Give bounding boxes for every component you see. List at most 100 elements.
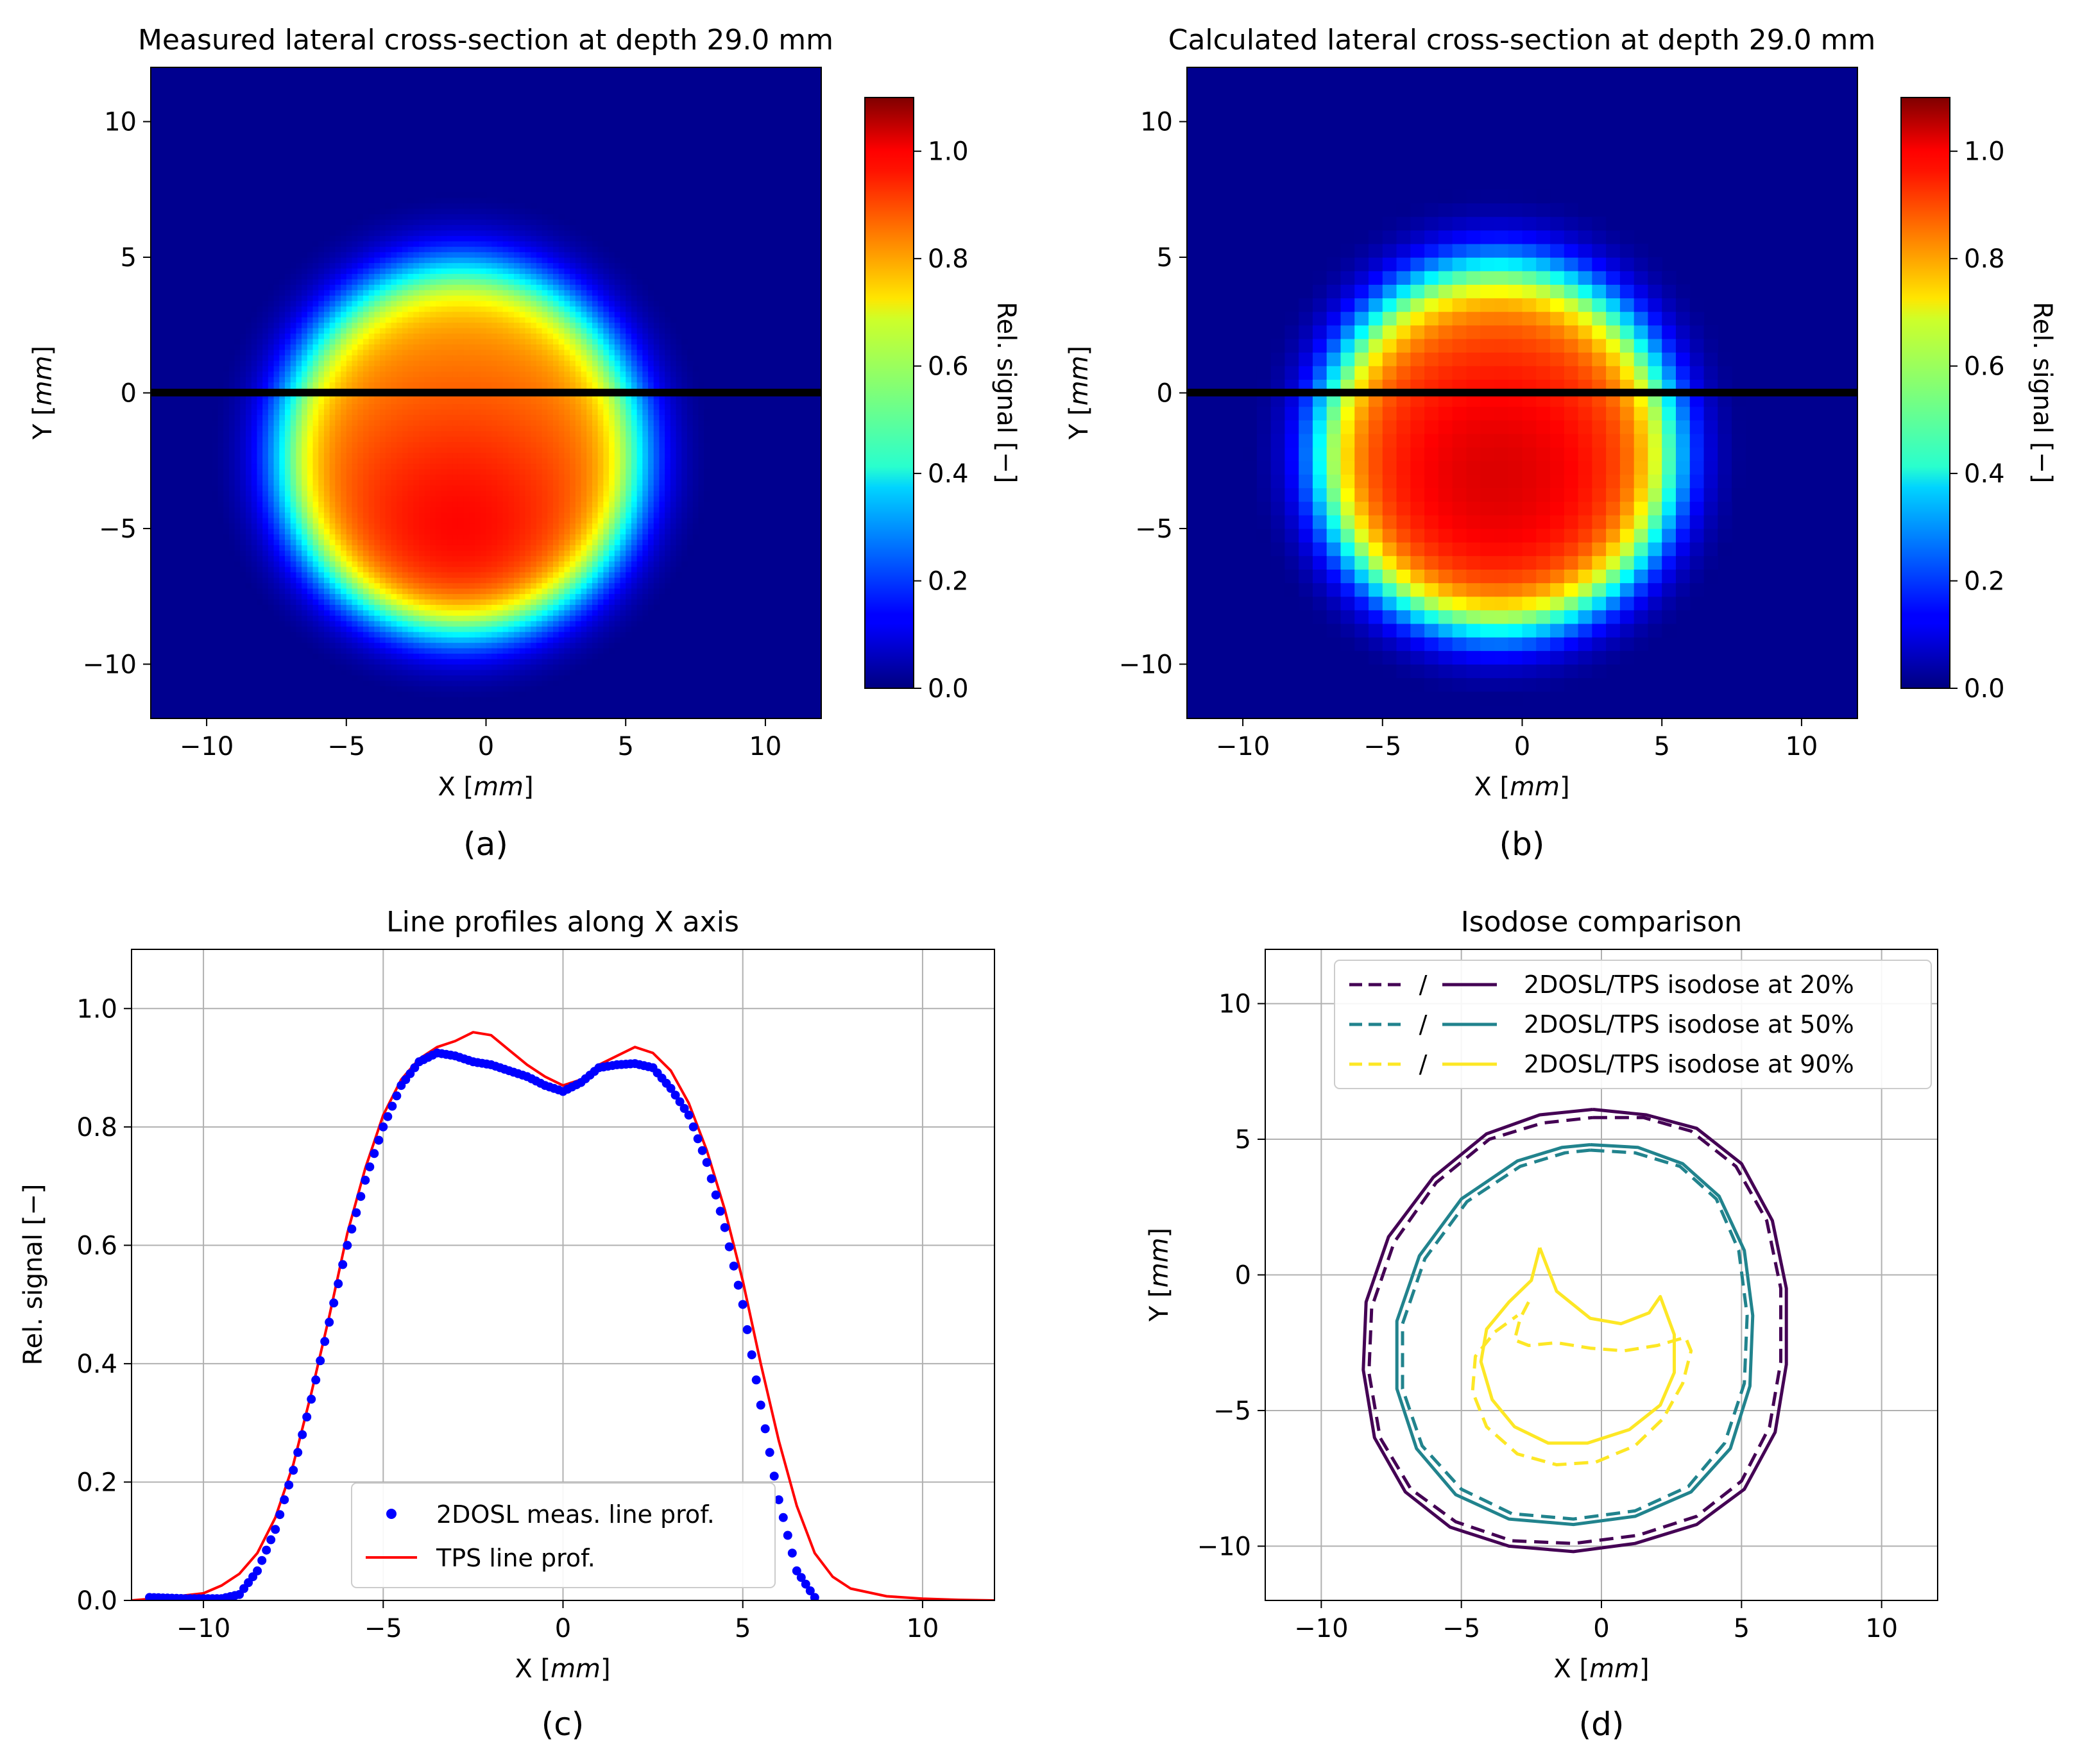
heatmap-cell <box>262 545 269 551</box>
heatmap-cell <box>531 420 537 426</box>
heatmap-cell <box>452 485 459 491</box>
heatmap-cell <box>240 501 246 507</box>
heatmap-cell <box>380 609 386 616</box>
heatmap-cell <box>307 458 314 464</box>
heatmap-cell <box>514 675 520 681</box>
heatmap-cell <box>240 479 246 486</box>
heatmap-cell <box>475 598 481 605</box>
heatmap-cell <box>368 278 375 285</box>
heatmap-cell <box>475 468 481 475</box>
heatmap-cell <box>323 284 330 291</box>
heatmap-cell <box>486 474 492 480</box>
heatmap-cell <box>424 555 431 562</box>
heatmap-cell <box>519 496 526 502</box>
heatmap-cell <box>335 328 341 334</box>
heatmap-cell <box>302 566 308 573</box>
heatmap-cell <box>497 441 504 448</box>
heatmap-cell <box>212 479 219 486</box>
heatmap-cell <box>508 642 515 649</box>
heatmap-cell <box>363 322 370 328</box>
heatmap-cell <box>469 528 475 535</box>
heatmap-cell <box>273 501 280 507</box>
heatmap-cell <box>357 474 364 480</box>
heatmap-cell <box>452 669 459 675</box>
heatmap-cell <box>257 501 263 507</box>
heatmap-cell <box>519 582 526 589</box>
heatmap-cell <box>536 257 543 264</box>
heatmap-cell <box>547 262 554 269</box>
heatmap-cell <box>391 631 397 638</box>
heatmap-cell <box>436 545 442 551</box>
heatmap-cell <box>268 306 275 312</box>
heatmap-cell <box>285 430 291 437</box>
heatmap-cell <box>368 653 375 659</box>
heatmap-cell <box>268 430 275 437</box>
heatmap-cell <box>480 604 487 611</box>
heatmap-cell <box>279 436 286 443</box>
heatmap-cell <box>424 295 431 301</box>
heatmap-cell <box>463 463 470 470</box>
heatmap-cell <box>430 545 436 551</box>
heatmap-cell <box>296 349 302 355</box>
heatmap-cell <box>268 300 275 307</box>
heatmap-cell <box>463 366 470 372</box>
heatmap-cell <box>268 328 275 334</box>
heatmap-cell <box>240 425 246 432</box>
heatmap-cell <box>346 523 353 529</box>
heatmap-cell <box>502 501 509 507</box>
heatmap-cell <box>430 203 436 209</box>
heatmap-cell <box>419 306 425 312</box>
heatmap-cell <box>497 686 504 692</box>
heatmap-cell <box>273 344 280 350</box>
heatmap-cell <box>318 620 325 627</box>
heatmap-cell <box>290 273 297 280</box>
heatmap-cell <box>519 246 526 253</box>
heatmap-cell <box>323 593 330 600</box>
heatmap-cell <box>413 214 420 220</box>
heatmap-cell <box>357 658 364 665</box>
heatmap-cell <box>397 523 403 529</box>
heatmap-cell <box>558 225 565 231</box>
heatmap-cell <box>329 398 336 405</box>
heatmap-cell <box>536 479 543 486</box>
heatmap-cell <box>341 366 347 372</box>
heatmap-cell <box>441 479 448 486</box>
heatmap-cell <box>246 366 252 372</box>
heatmap-cell <box>268 555 275 562</box>
heatmap-cell <box>514 414 520 421</box>
heatmap-cell <box>234 550 241 556</box>
heatmap-cell <box>441 192 448 198</box>
heatmap-cell <box>553 675 559 681</box>
heatmap-cell <box>391 604 397 611</box>
heatmap-cell <box>357 430 364 437</box>
heatmap-cell <box>212 430 219 437</box>
heatmap-cell <box>558 507 565 513</box>
heatmap-cell <box>385 545 392 551</box>
heatmap-cell <box>312 518 319 524</box>
heatmap-cell <box>318 306 325 312</box>
heatmap-cell <box>262 317 269 323</box>
heatmap-cell <box>430 230 436 236</box>
heatmap-cell <box>380 333 386 339</box>
heatmap-cell <box>419 474 425 480</box>
heatmap-cell <box>223 425 230 432</box>
heatmap-cell <box>357 631 364 638</box>
heatmap-cell <box>491 198 498 204</box>
heatmap-cell <box>251 409 258 415</box>
heatmap-cell <box>519 349 526 355</box>
heatmap-cell <box>475 322 481 328</box>
heatmap-cell <box>329 561 336 567</box>
heatmap-cell <box>257 420 263 426</box>
heatmap-cell <box>413 664 420 670</box>
heatmap-cell <box>469 512 475 518</box>
heatmap-cell <box>441 371 448 377</box>
heatmap-cell <box>374 409 380 415</box>
heatmap-cell <box>436 289 442 296</box>
heatmap-cell <box>285 474 291 480</box>
heatmap-cell <box>475 420 481 426</box>
heatmap-cell <box>419 555 425 562</box>
heatmap-cell <box>341 518 347 524</box>
heatmap-cell <box>374 344 380 350</box>
heatmap-cell <box>341 669 347 675</box>
heatmap-cell <box>430 328 436 334</box>
